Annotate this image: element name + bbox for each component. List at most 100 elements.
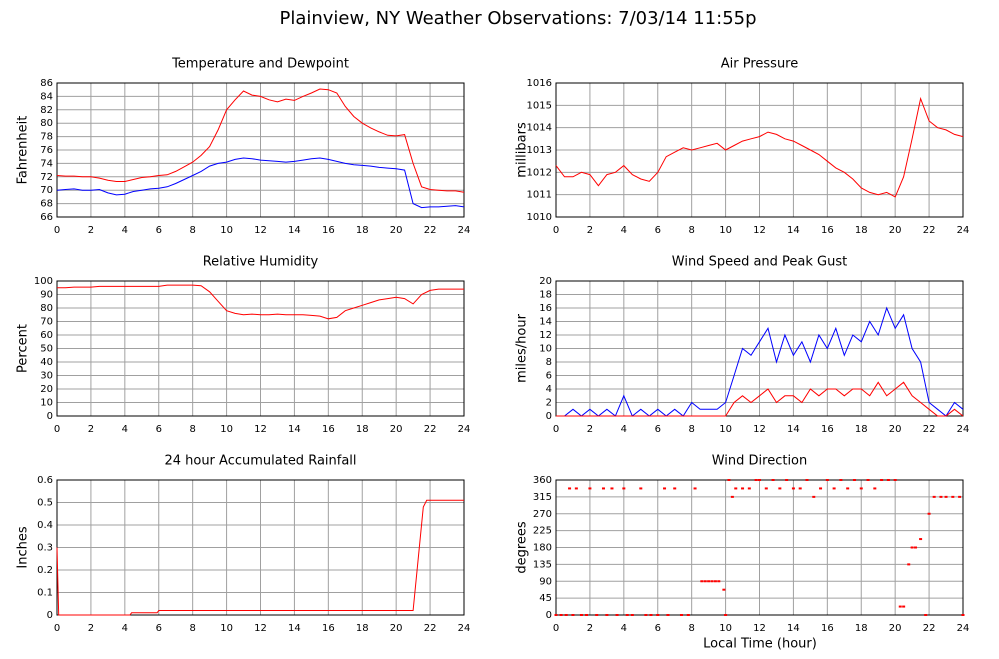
x-axis-label: Local Time (hour) xyxy=(703,637,817,652)
x-tick-label: 16 xyxy=(821,225,834,236)
y-tick-label: 2 xyxy=(546,398,552,409)
x-tick-label: 2 xyxy=(88,623,94,634)
data-point xyxy=(673,487,677,490)
data-point xyxy=(605,614,609,616)
x-tick-label: 20 xyxy=(889,424,902,435)
data-point xyxy=(727,479,731,481)
x-tick-label: 24 xyxy=(957,225,970,236)
y-tick-label: 45 xyxy=(539,593,552,604)
y-tick-label: 315 xyxy=(533,492,552,503)
x-tick-label: 12 xyxy=(753,225,766,236)
x-tick-label: 2 xyxy=(88,225,94,236)
data-point xyxy=(679,614,683,616)
data-point xyxy=(893,479,897,481)
data-point xyxy=(568,487,572,490)
x-tick-label: 8 xyxy=(688,225,694,236)
x-tick-label: 8 xyxy=(189,225,195,236)
data-point xyxy=(663,487,667,490)
y-tick-label: 20 xyxy=(539,276,552,287)
x-tick-label: 4 xyxy=(122,225,128,236)
x-tick-label: 22 xyxy=(424,424,437,435)
y-axis-label: Fahrenheit xyxy=(16,116,31,185)
y-tick-label: 80 xyxy=(40,303,53,314)
data-point xyxy=(610,487,614,490)
y-axis-label: Percent xyxy=(16,324,31,373)
data-point xyxy=(754,479,758,481)
x-tick-label: 22 xyxy=(923,623,936,634)
x-tick-label: 18 xyxy=(356,424,369,435)
data-point xyxy=(574,487,578,490)
y-tick-label: 72 xyxy=(40,172,53,183)
data-point xyxy=(791,487,795,490)
data-point xyxy=(717,580,721,583)
plot-frame xyxy=(555,280,964,417)
y-tick-label: 20 xyxy=(40,384,53,395)
x-tick-label: 2 xyxy=(587,225,593,236)
data-point xyxy=(630,614,634,616)
data-point xyxy=(778,487,782,490)
data-point xyxy=(873,487,877,490)
x-tick-label: 14 xyxy=(288,225,301,236)
data-point xyxy=(639,487,643,490)
data-point xyxy=(747,487,751,490)
x-tick-label: 6 xyxy=(655,424,661,435)
y-tick-label: 66 xyxy=(40,212,53,223)
chart-title: Wind Speed and Peak Gust xyxy=(672,255,847,270)
x-tick-label: 16 xyxy=(821,424,834,435)
x-tick-label: 10 xyxy=(719,225,732,236)
y-tick-label: 1016 xyxy=(527,78,552,89)
data-point xyxy=(859,487,863,490)
x-tick-label: 4 xyxy=(621,424,627,435)
y-tick-label: 0.1 xyxy=(37,588,53,599)
y-tick-label: 1011 xyxy=(527,190,552,201)
x-tick-label: 4 xyxy=(621,623,627,634)
data-line xyxy=(57,284,464,320)
x-tick-label: 8 xyxy=(189,623,195,634)
x-tick-label: 24 xyxy=(957,424,970,435)
x-tick-label: 22 xyxy=(923,225,936,236)
x-tick-label: 14 xyxy=(787,623,800,634)
x-tick-label: 16 xyxy=(322,424,335,435)
data-point xyxy=(758,479,761,481)
x-tick-label: 16 xyxy=(821,623,834,634)
x-tick-label: 24 xyxy=(458,623,471,634)
x-tick-label: 22 xyxy=(424,623,437,634)
data-point xyxy=(656,614,660,616)
y-tick-label: 80 xyxy=(40,118,53,129)
y-tick-label: 0 xyxy=(47,610,53,621)
x-tick-label: 20 xyxy=(390,225,403,236)
y-tick-label: 1012 xyxy=(527,167,552,178)
x-tick-label: 0 xyxy=(553,623,559,634)
y-tick-label: 12 xyxy=(539,330,552,341)
x-tick-label: 8 xyxy=(189,424,195,435)
data-point xyxy=(564,614,568,616)
chart-title: 24 hour Accumulated Rainfall xyxy=(164,454,356,469)
data-point xyxy=(907,563,911,566)
y-tick-label: 4 xyxy=(546,384,552,395)
data-point xyxy=(703,580,707,583)
data-point xyxy=(644,614,648,616)
y-tick-label: 10 xyxy=(40,398,53,409)
y-axis-label: miles/hour xyxy=(515,313,530,382)
x-tick-label: 2 xyxy=(88,424,94,435)
x-tick-label: 16 xyxy=(322,225,335,236)
data-point xyxy=(771,479,775,481)
data-line xyxy=(556,381,964,417)
x-tick-label: 18 xyxy=(855,225,868,236)
data-point xyxy=(958,495,962,498)
data-point xyxy=(880,479,884,481)
data-point xyxy=(734,487,738,490)
x-tick-label: 6 xyxy=(156,225,162,236)
x-tick-label: 14 xyxy=(288,424,301,435)
y-tick-label: 0.4 xyxy=(37,520,53,531)
x-tick-label: 2 xyxy=(587,424,593,435)
plot-frame xyxy=(56,82,465,218)
y-tick-label: 1015 xyxy=(527,100,552,111)
data-line xyxy=(56,88,465,193)
data-point xyxy=(724,614,728,616)
y-tick-label: 0.2 xyxy=(37,565,53,576)
data-point xyxy=(595,614,599,616)
x-tick-label: 0 xyxy=(553,424,559,435)
data-point xyxy=(914,546,918,549)
x-tick-label: 6 xyxy=(156,623,162,634)
